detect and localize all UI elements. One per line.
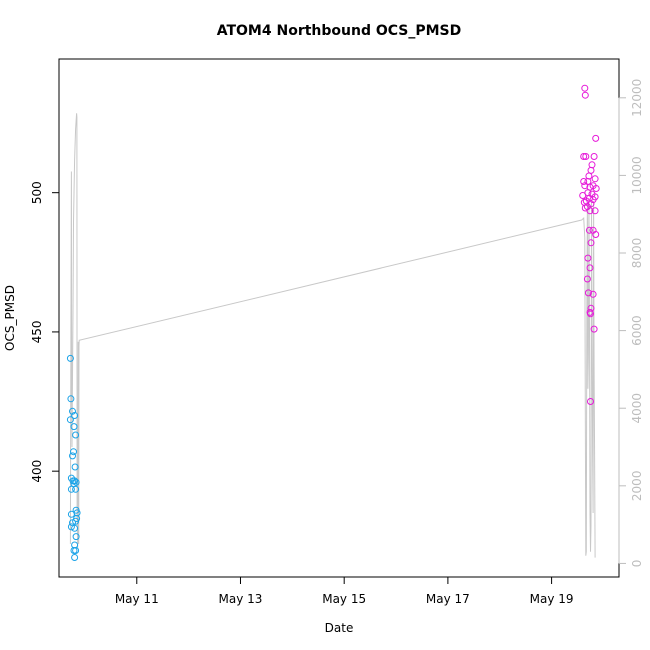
data-point-s2-27 (586, 207, 594, 215)
point-layer (66, 84, 600, 561)
data-point-s2-28 (591, 207, 599, 215)
x-tick-label-1: May 13 (219, 592, 263, 606)
data-point-s2-12 (581, 182, 589, 190)
data-point-s2-21 (589, 196, 597, 204)
data-point-s2-41 (590, 325, 598, 333)
data-point-s1-6 (72, 431, 80, 439)
series-line-0 (69, 113, 596, 558)
data-point-s2-23 (580, 198, 588, 206)
y-axis-title: OCS_PMSD (3, 285, 17, 351)
data-point-s1-29 (71, 554, 79, 561)
data-point-s2-1 (581, 91, 589, 99)
x-tick-label-4: May 19 (530, 592, 574, 606)
y2-tick-label-6: 12000 (630, 79, 644, 117)
data-point-s1-25 (72, 533, 80, 541)
data-point-s2-4 (582, 153, 590, 160)
y2-tick-label-0: 0 (630, 560, 644, 568)
data-point-s2-6 (588, 161, 596, 169)
data-point-s2-8 (585, 172, 593, 180)
x-tick-label-3: May 17 (426, 592, 470, 606)
data-point-s2-9 (591, 175, 599, 183)
data-point-s2-10 (580, 178, 588, 185)
data-point-s1-16 (72, 485, 80, 493)
data-point-s1-0 (66, 354, 74, 362)
data-point-s1-22 (72, 517, 80, 525)
data-point-s1-3 (69, 407, 76, 415)
y2-tick-label-5: 10000 (630, 156, 644, 194)
data-point-s2-18 (579, 192, 587, 199)
x-axis-title: Date (325, 621, 354, 635)
y2-tick-label-1: 2000 (630, 471, 644, 502)
data-point-s2-3 (580, 153, 588, 160)
data-point-s2-40 (587, 310, 594, 318)
data-point-s2-34 (586, 264, 594, 272)
y2-tick-label-2: 4000 (630, 393, 644, 424)
data-point-s1-15 (67, 485, 75, 493)
data-point-s2-42 (587, 398, 594, 405)
data-point-s1-23 (67, 523, 75, 531)
y-tick-label-2: 500 (30, 181, 44, 204)
y2-tick-label-3: 6000 (630, 315, 644, 346)
chart-title: ATOM4 Northbound OCS_PMSD (217, 23, 462, 39)
data-point-s2-36 (584, 289, 592, 297)
y2-tick-label-4: 8000 (630, 238, 644, 269)
data-point-s2-35 (583, 275, 591, 283)
data-point-s1-1 (67, 395, 75, 403)
line-layer (69, 113, 596, 558)
plot-frame (58, 58, 620, 578)
data-point-s2-15 (592, 185, 600, 192)
data-point-s1-2 (66, 416, 74, 424)
data-point-s2-0 (581, 84, 589, 92)
data-point-s1-7 (70, 448, 77, 456)
data-point-s1-4 (71, 412, 79, 419)
y-tick-label-1: 450 (30, 320, 44, 343)
data-point-s1-12 (71, 477, 79, 485)
data-point-s1-28 (72, 547, 80, 554)
data-point-s2-2 (592, 134, 600, 142)
y-tick-label-0: 400 (30, 460, 44, 483)
data-point-s2-33 (584, 254, 592, 262)
data-point-s2-5 (590, 153, 598, 160)
data-point-s1-19 (67, 510, 75, 518)
data-point-s2-31 (592, 231, 600, 238)
x-tick-label-0: May 11 (115, 592, 159, 606)
axis-layer: May 11 May 13 May 15 May 17 May 19 400 450 500 0… (30, 79, 644, 606)
data-point-s1-24 (71, 524, 79, 532)
data-point-s2-37 (589, 290, 597, 298)
x-tick-label-2: May 15 (322, 592, 366, 606)
data-point-s2-32 (587, 239, 595, 247)
data-point-s2-29 (585, 226, 593, 234)
data-point-s1-5 (70, 423, 78, 431)
data-point-s1-9 (71, 463, 79, 471)
data-point-s1-8 (69, 452, 76, 460)
